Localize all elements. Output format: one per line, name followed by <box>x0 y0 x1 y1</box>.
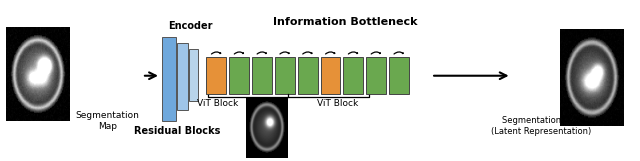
Text: Residual Blocks: Residual Blocks <box>134 127 220 137</box>
Bar <box>321 57 340 94</box>
Bar <box>229 57 249 94</box>
Bar <box>162 37 176 121</box>
FancyArrowPatch shape <box>211 52 221 54</box>
FancyArrowPatch shape <box>348 52 358 54</box>
FancyArrowPatch shape <box>303 52 312 54</box>
Text: ViT Block: ViT Block <box>197 99 239 108</box>
Text: ViT Block: ViT Block <box>317 99 358 108</box>
FancyArrowPatch shape <box>234 52 243 54</box>
Text: Encoder: Encoder <box>168 21 212 31</box>
FancyArrowPatch shape <box>326 52 335 54</box>
FancyArrowPatch shape <box>280 52 289 54</box>
Bar <box>344 57 364 94</box>
Text: Segmentation Map
(Latent Representation): Segmentation Map (Latent Representation) <box>491 116 591 136</box>
FancyArrowPatch shape <box>257 52 266 54</box>
Bar <box>252 57 272 94</box>
Text: Segmentation
Map: Segmentation Map <box>76 112 140 131</box>
Bar <box>298 57 317 94</box>
Text: Information Bottleneck: Information Bottleneck <box>273 17 418 27</box>
Bar <box>189 49 198 101</box>
FancyArrowPatch shape <box>394 52 403 54</box>
FancyArrowPatch shape <box>371 52 380 54</box>
Bar <box>389 57 409 94</box>
Bar <box>207 57 227 94</box>
Bar <box>366 57 386 94</box>
Bar <box>177 43 188 110</box>
Bar <box>275 57 295 94</box>
